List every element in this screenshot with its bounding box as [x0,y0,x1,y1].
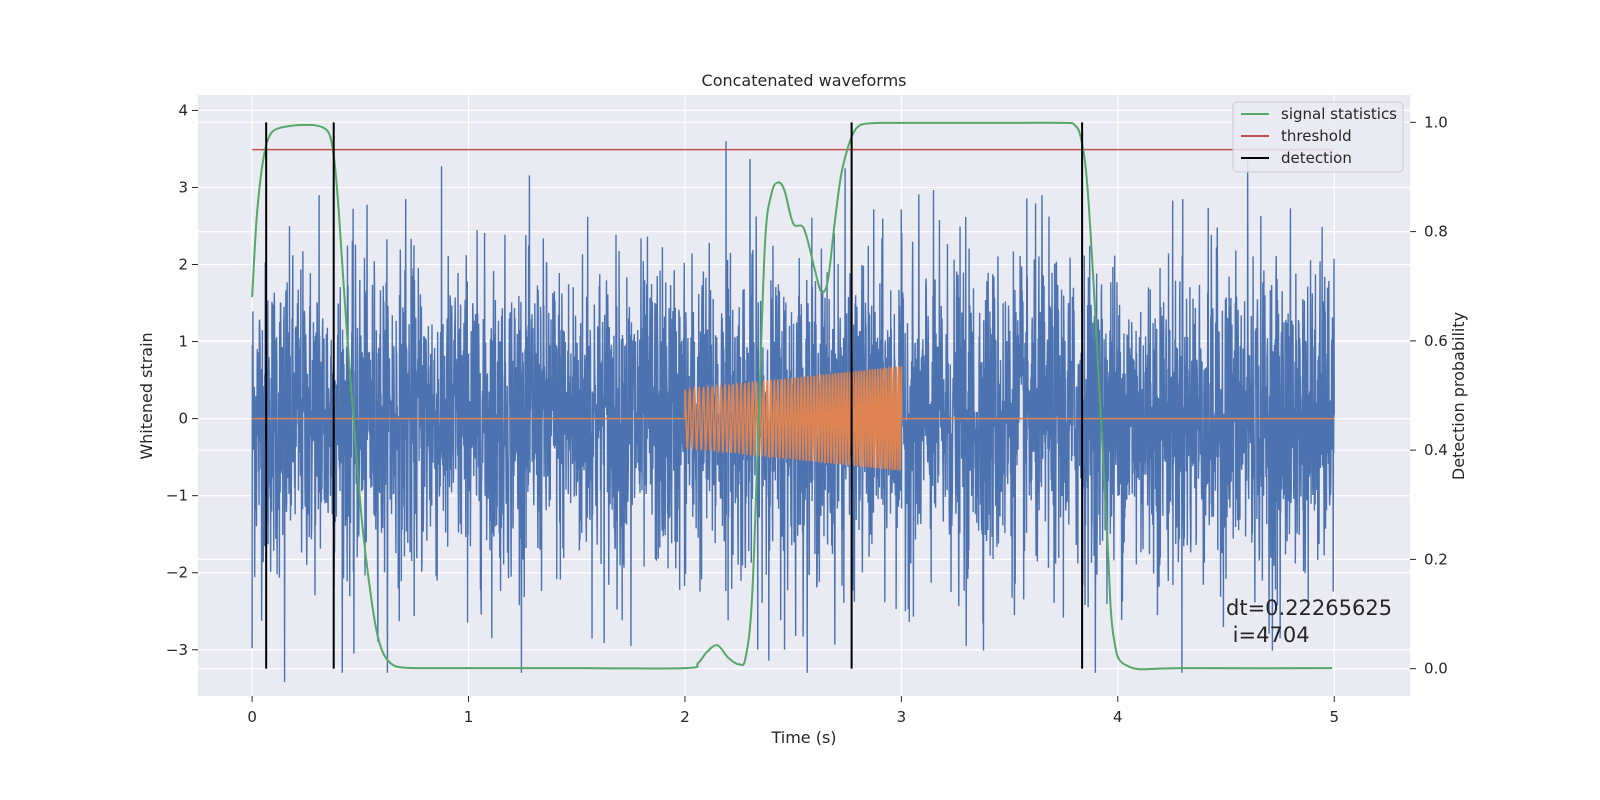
x-tick-label: 0 [247,708,257,726]
legend-box [1232,101,1404,173]
left-y-tick-label: 2 [178,256,188,274]
legend-label-threshold: threshold [1281,127,1352,145]
annotation-index: i=4704 [1226,623,1310,647]
x-tick-label: 5 [1329,708,1339,726]
x-axis-label: Time (s) [770,728,836,747]
left-y-tick-label: 1 [178,333,188,351]
left-y-tick-label: −2 [166,564,188,582]
x-tick-label: 4 [1113,708,1123,726]
series-layer [251,121,1335,683]
left-y-tick-label: −1 [166,487,188,505]
x-axis: 0 1 2 3 4 5 [247,696,1339,726]
left-y-tick-label: 4 [178,101,188,119]
right-y-tick-label: 1.0 [1424,113,1448,131]
left-y-tick-label: 0 [178,410,188,428]
left-y-tick-label: −3 [166,641,188,659]
x-tick-label: 3 [897,708,907,726]
x-tick-label: 1 [464,708,474,726]
right-y-tick-label: 0.2 [1424,550,1448,568]
annotation-dt: dt=0.22265625 [1226,596,1392,620]
right-y-axis: 0.0 0.2 0.4 0.6 0.8 1.0 [1410,113,1448,678]
right-y-tick-label: 0.6 [1424,332,1448,350]
right-y-tick-label: 0.0 [1424,660,1448,678]
legend-label-signal-statistics: signal statistics [1281,105,1397,123]
right-y-tick-label: 0.4 [1424,441,1448,459]
left-y-axis-label: Whitened strain [137,332,156,459]
left-y-axis: −3 −2 −1 0 1 2 3 4 [166,101,198,659]
annotation: dt=0.22265625 i=4704 [1226,596,1392,647]
left-y-tick-label: 3 [178,178,188,196]
x-tick-label: 2 [680,708,690,726]
legend-label-detection: detection [1281,149,1352,167]
right-y-tick-label: 0.8 [1424,223,1448,241]
template-chirp-line [252,365,1335,472]
signal-statistics-line [251,121,1333,671]
right-y-axis-label: Detection probability [1449,312,1468,480]
legend: signal statistics threshold detection [1232,101,1404,173]
chart-title: Concatenated waveforms [702,71,907,90]
